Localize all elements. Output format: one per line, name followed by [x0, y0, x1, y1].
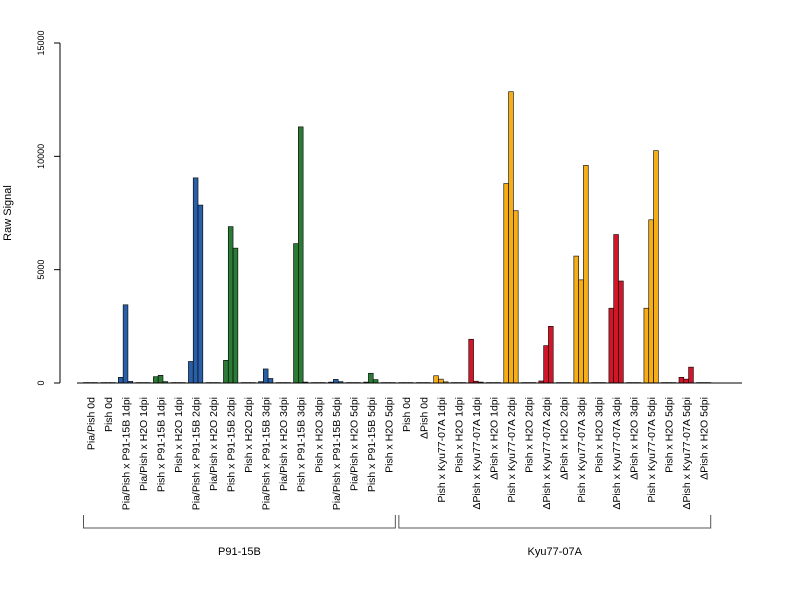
category-label: Pia/Pish x P91-15B 3dpi: [261, 397, 273, 510]
category-label: Pia/Pish x P91-15B 1dpi: [121, 397, 133, 510]
category-label: Pish x H2O 3dpi: [594, 397, 606, 473]
category-label: Pia/Pish x P91-15B 2dpi: [191, 397, 203, 510]
category-label: ΔPish x Kyu77-07A 3dpi: [611, 397, 623, 510]
bar: [648, 219, 654, 384]
bar: [262, 368, 269, 384]
category-label: Pish x P91-15B 5dpi: [366, 397, 378, 492]
category-label: Pish x H2O 1dpi: [173, 397, 185, 473]
bar: [223, 360, 229, 384]
category-label: Pia/Pish x H2O 1dpi: [138, 397, 150, 491]
category-label: Pish x H2O 2dpi: [243, 397, 255, 473]
bar: [683, 378, 689, 384]
bar: [608, 307, 615, 384]
bar: [573, 255, 579, 384]
category-label: Pish x Kyu77-07A 3dpi: [576, 397, 588, 503]
bar: [372, 379, 379, 384]
y-tick-label: 0: [36, 380, 46, 385]
bar: [688, 366, 694, 384]
category-label: ΔPish 0d: [418, 397, 430, 439]
y-tick-label: 5000: [36, 260, 46, 280]
bar: [153, 376, 159, 384]
bar: [508, 91, 514, 384]
bar: [232, 247, 239, 384]
category-label: Pish x P91-15B 2dpi: [226, 397, 238, 492]
bar: [333, 379, 339, 384]
category-label: Pia/Pish x H2O 2dpi: [208, 397, 220, 491]
bar: [578, 279, 584, 384]
group-label: Kyu77-07A: [528, 546, 583, 558]
category-label: Pish x H2O 5dpi: [664, 397, 676, 473]
category-label: Pish x H2O 5dpi: [383, 397, 395, 473]
bar: [543, 345, 549, 384]
bar: [298, 126, 304, 384]
bar: [227, 226, 234, 384]
bar: [192, 177, 199, 384]
group-bracket: [83, 515, 396, 529]
category-label: Pish x P91-15B 1dpi: [156, 397, 168, 492]
bar: [503, 183, 509, 384]
group-bracket: [398, 515, 712, 529]
y-axis: 0 5000 10000 15000: [36, 30, 61, 386]
bar: [513, 210, 519, 384]
category-label: Pish 0d: [103, 397, 115, 432]
bar: [468, 338, 474, 384]
category-label: Pish x H2O 3dpi: [313, 397, 325, 473]
bar: [438, 378, 444, 384]
bar: [583, 165, 589, 384]
bar: [118, 377, 124, 384]
category-label: ΔPish x H2O 1dpi: [488, 397, 500, 480]
category-label: Pish x H2O 2dpi: [524, 397, 536, 473]
bar: [613, 234, 619, 384]
bar: [643, 307, 650, 384]
category-labels: Pia/Pish 0d Pish 0d Pia/Pish x P91-15B 1dp…: [86, 397, 711, 510]
bar: [678, 377, 685, 384]
bar: [618, 280, 624, 384]
bars: [83, 91, 712, 384]
category-label: Pish x P91-15B 3dpi: [296, 397, 308, 492]
category-label: Pish x H2O 1dpi: [453, 397, 465, 473]
category-label: Pia/Pish x H2O 3dpi: [278, 397, 290, 491]
y-tick-label: 15000: [36, 30, 46, 55]
group-brackets: P91-15B Kyu77-07A: [83, 515, 712, 558]
bar: [368, 372, 374, 384]
category-label: ΔPish x Kyu77-07A 2dpi: [541, 397, 553, 510]
category-label: ΔPish x Kyu77-07A 1dpi: [471, 397, 483, 510]
bar: [548, 326, 554, 384]
bar: [267, 378, 274, 384]
bar: [197, 204, 204, 384]
category-label: ΔPish x H2O 5dpi: [699, 397, 711, 480]
bar: [122, 304, 129, 384]
category-label: Pish x Kyu77-07A 2dpi: [506, 397, 518, 503]
category-label: Pish 0d: [401, 397, 413, 432]
bar: [293, 243, 299, 384]
category-label: ΔPish x H2O 2dpi: [559, 397, 571, 480]
category-label: Pish x Kyu77-07A 1dpi: [436, 397, 448, 503]
category-label: Pia/Pish 0d: [86, 397, 98, 450]
group-label: P91-15B: [218, 546, 261, 558]
category-label: ΔPish x H2O 3dpi: [629, 397, 641, 480]
bar: [157, 374, 164, 384]
category-label: Pia/Pish x H2O 5dpi: [348, 397, 360, 491]
category-label: Pish x Kyu77-07A 5dpi: [646, 397, 658, 503]
category-label: Pia/Pish x P91-15B 5dpi: [331, 397, 343, 510]
category-label: ΔPish x Kyu77-07A 5dpi: [681, 397, 693, 510]
bar: [653, 150, 659, 384]
y-axis-title: Raw Signal: [2, 185, 14, 241]
bar: [188, 361, 194, 384]
y-tick-label: 10000: [36, 144, 46, 169]
bar: [433, 375, 439, 384]
